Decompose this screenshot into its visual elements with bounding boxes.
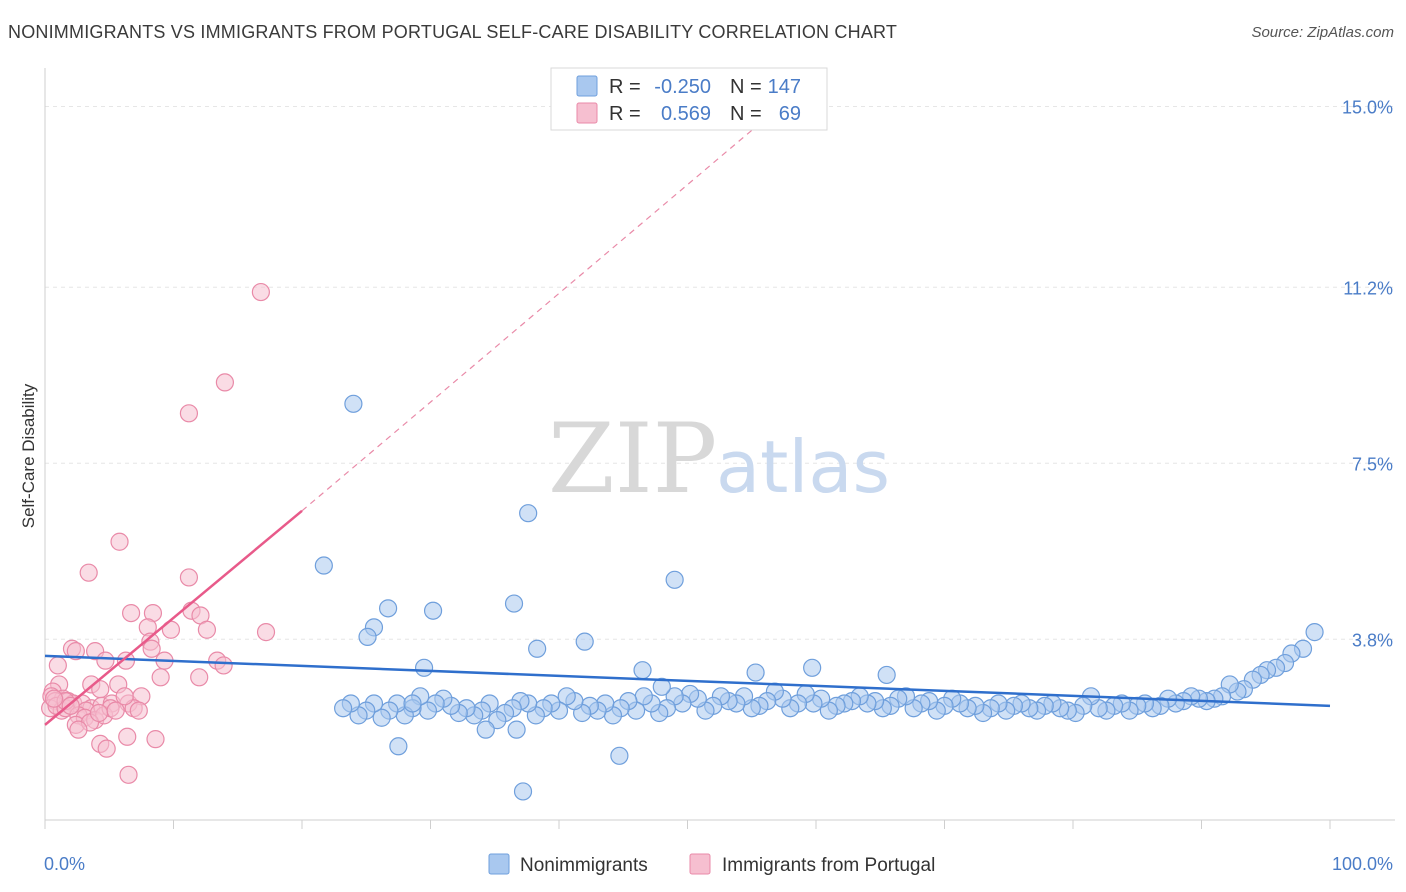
nonimmigrants-point-5 [504, 594, 524, 613]
immigrants-point-62 [97, 739, 116, 758]
immigrants-point-18 [142, 639, 161, 658]
immigrants-point-60 [69, 720, 88, 739]
legend-r-value-1: 0.569 [661, 103, 711, 125]
x-tick-label-1: 100.0% [1332, 854, 1393, 874]
immigrants-trend-line [44, 509, 303, 726]
legend-swatch-immigrants [576, 102, 598, 124]
immigrants-point-57 [89, 703, 109, 723]
x-tick-labels: 0.0% 100.0% [44, 854, 1393, 874]
legend-n-label-1: N = [730, 103, 762, 125]
nonimmigrants-point-143 [513, 782, 533, 801]
immigrants-point-19 [116, 651, 136, 670]
nonimmigrants-point-145 [507, 720, 526, 739]
immigrants-point-65 [119, 765, 138, 784]
immigrants-point-2 [179, 404, 199, 423]
bottom-legend-swatch-nonimmigrants [488, 853, 510, 875]
nonimmigrants-point-0 [344, 394, 363, 413]
legend: R = -0.250 N = 147 R = 0.569 N = 69 [550, 67, 828, 131]
watermark-atlas: atlas [716, 425, 890, 509]
legend-r-label-1: R = [609, 103, 641, 125]
legend-n-value-1: 69 [779, 103, 801, 125]
chart-title: NONIMMIGRANTS VS IMMIGRANTS FROM PORTUGA… [8, 22, 898, 42]
nonimmigrants-point-6 [423, 601, 443, 620]
immigrants-portugal-points [41, 282, 276, 784]
nonimmigrants-point-139 [803, 658, 822, 677]
nonimmigrants-point-130 [372, 708, 391, 727]
immigrants-point-64 [146, 730, 165, 749]
y-tick-labels: 3.8% 7.5% 11.2% 15.0% [1342, 98, 1393, 651]
y-tick-label-2: 11.2% [1343, 278, 1393, 298]
immigrants-point-12 [197, 620, 217, 639]
watermark-zip: ZIP [548, 403, 717, 515]
nonimmigrants-point-10 [1305, 623, 1324, 642]
legend-r-value-0: -0.250 [654, 76, 711, 98]
nonimmigrants-point-141 [746, 663, 765, 682]
nonimmigrants-point-136 [528, 639, 547, 658]
immigrants-point-59 [115, 687, 134, 706]
nonimmigrants-point-3 [665, 570, 684, 589]
nonimmigrants-point-148 [652, 677, 671, 696]
bottom-legend-nonimmigrants: Nonimmigrants [520, 855, 648, 876]
nonimmigrants-point-147 [403, 694, 422, 713]
immigrants-point-6 [121, 603, 141, 623]
nonimmigrants-point-9 [575, 632, 594, 651]
nonimmigrants-trend-line [44, 654, 1331, 708]
y-tick-label-1: 7.5% [1352, 454, 1393, 474]
nonimmigrants-point-140 [877, 665, 896, 685]
immigrants-point-58 [106, 701, 125, 720]
bottom-legend-swatch-immigrants [689, 853, 711, 875]
nonimmigrants-point-4 [378, 599, 398, 618]
bottom-legend: Nonimmigrants Immigrants from Portugal [488, 853, 935, 876]
source-label: Source: ZipAtlas.com [1251, 24, 1394, 41]
nonimmigrants-point-144 [610, 746, 629, 765]
immigrants-point-16 [66, 642, 85, 661]
immigrants-point-26 [190, 668, 209, 687]
grid [45, 106, 1395, 640]
y-axis-label: Self-Care Disability [19, 383, 38, 528]
nonimmigrants-point-135 [334, 699, 353, 718]
immigrants-point-24 [48, 656, 67, 675]
legend-r-label-0: R = [609, 76, 641, 98]
nonimmigrants-point-138 [633, 661, 652, 680]
immigrants-point-4 [79, 563, 98, 582]
legend-swatch-nonimmigrants [576, 75, 598, 97]
nonimmigrants-point-8 [358, 627, 377, 646]
nonimmigrants-point-106 [557, 687, 576, 706]
legend-n-value-0: 147 [768, 76, 801, 98]
bottom-legend-immigrants: Immigrants from Portugal [722, 855, 935, 876]
nonimmigrants-points [314, 394, 1324, 801]
immigrants-point-3 [110, 532, 129, 551]
immigrants-point-63 [118, 727, 137, 746]
immigrants-point-13 [256, 623, 276, 642]
nonimmigrants-point-2 [314, 556, 333, 575]
immigrants-point-67 [44, 689, 64, 708]
nonimmigrants-point-146 [476, 720, 495, 739]
x-tick-label-0: 0.0% [44, 854, 85, 874]
immigrants-point-23 [214, 656, 233, 675]
legend-n-label-0: N = [730, 76, 762, 98]
immigrants-point-5 [179, 568, 199, 587]
immigrants-point-20 [96, 651, 115, 670]
watermark: ZIP atlas [548, 403, 890, 515]
y-tick-label-0: 3.8% [1352, 630, 1393, 650]
immigrants-point-25 [151, 668, 170, 687]
immigrants-point-1 [215, 373, 234, 392]
nonimmigrants-point-142 [389, 737, 408, 756]
immigrants-point-0 [251, 282, 270, 302]
trend-lines [44, 129, 1331, 726]
immigrants-point-68 [61, 696, 80, 715]
nonimmigrants-point-137 [414, 658, 434, 677]
nonimmigrants-point-1 [519, 504, 538, 523]
immigrants-point-54 [129, 701, 148, 720]
y-tick-label-3: 15.0% [1342, 98, 1393, 118]
